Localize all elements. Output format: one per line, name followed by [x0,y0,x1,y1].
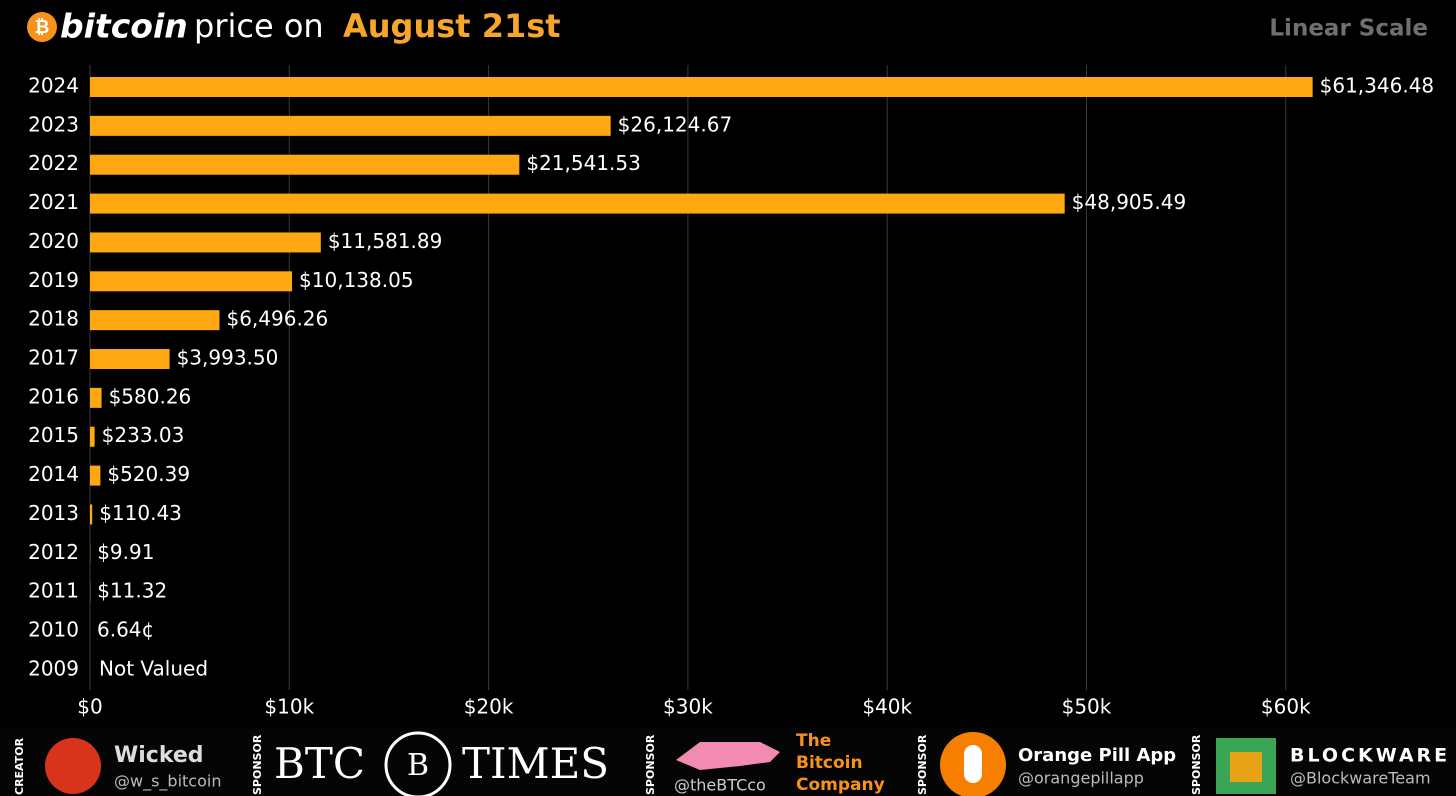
role: SPONSOR [916,734,929,795]
btc-times-logo [384,731,452,796]
footer: CREATOR Wicked @w_s_bitcoin SPONSOR BTC … [0,728,1456,796]
x-tick-label: $20k [464,695,514,719]
x-tick-label: $30k [663,695,713,719]
sponsor-name: TIMES [462,739,609,788]
y-tick-label: 2017 [28,346,79,370]
y-tick-label: 2024 [28,74,79,98]
y-tick-label: 2010 [28,618,79,642]
bar [90,115,611,136]
data-label: $10,138.05 [299,268,414,292]
sponsor-handle: @theBTCco [674,776,766,795]
brand: bitcoin [60,7,188,46]
bar [90,310,220,331]
data-label: $6,496.26 [226,307,328,331]
x-tick-label: $60k [1261,695,1311,719]
sponsor-name: BLOCKWARE [1290,745,1450,767]
bar [90,465,101,486]
scale-label: Linear Scale [1269,16,1428,42]
pill [964,745,982,783]
data-label: $61,346.48 [1320,74,1435,98]
bar [90,426,95,447]
y-tick-label: 2015 [28,423,79,447]
x-tick-label: $40k [862,695,912,719]
bar [90,349,170,370]
data-label: $11.32 [97,579,167,603]
data-label: $233.03 [102,423,185,447]
bitcoin-symbol: ₿ [35,17,50,38]
blockware-logo-inner [1230,752,1262,782]
sponsor-handle: @orangepillapp [1018,769,1144,788]
sponsor-name: Orange Pill App [1018,745,1176,766]
creator-handle: @w_s_bitcoin [114,772,221,792]
data-label: $3,993.50 [177,346,279,370]
x-tick-label: $50k [1062,695,1112,719]
sponsor-name: BTC [274,739,365,788]
y-tick-label: 2016 [28,384,79,408]
data-label: Not Valued [99,656,208,680]
y-tick-label: 2013 [28,501,79,525]
y-tick-label: 2022 [28,151,79,175]
role: CREATOR [13,737,26,795]
creator-name: Wicked [114,743,204,768]
bar [90,193,1065,214]
role: SPONSOR [644,734,657,795]
y-tick-label: 2011 [28,579,79,603]
bar [90,77,1313,97]
data-label: $580.26 [109,384,192,408]
data-label: $26,124.67 [618,112,733,136]
title-text: price on [194,7,324,45]
bar [90,387,102,408]
sponsor-name-box: The Bitcoin Company [796,731,885,795]
y-tick-label: 2020 [28,229,79,253]
bar [90,232,321,253]
data-label: $48,905.49 [1072,190,1187,214]
y-tick-label: 2012 [28,540,79,564]
y-tick-label: 2009 [28,656,79,680]
role: SPONSOR [251,734,264,795]
y-tick-label: 2018 [28,307,79,331]
x-tick-label: $0 [77,695,102,719]
data-label: $520.39 [107,462,190,486]
bar [90,504,93,525]
y-tick-label: 2021 [28,190,79,214]
creator-avatar [45,738,101,794]
y-tick-label: 2014 [28,462,79,486]
btc-times-b: B [407,748,429,783]
bitcoin-logo [27,12,57,42]
role: SPONSOR [1190,734,1203,795]
data-label: $9.91 [97,540,154,564]
y-tick-label: 2019 [28,268,79,292]
data-label: $21,541.53 [526,151,641,175]
bar [90,271,293,292]
sponsor-name: The Bitcoin Company [796,731,885,795]
data-label: $11,581.89 [328,229,443,253]
sponsor-handle: @BlockwareTeam [1290,769,1431,788]
honey-badger [676,742,780,770]
data-label: 6.64¢ [97,618,154,642]
data-label: $110.43 [99,501,182,525]
x-tick-label: $10k [264,695,314,719]
y-tick-label: 2023 [28,112,79,136]
bar [90,154,520,175]
title-date: August 21st [343,7,561,45]
